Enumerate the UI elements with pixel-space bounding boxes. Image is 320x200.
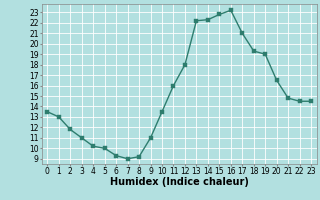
X-axis label: Humidex (Indice chaleur): Humidex (Indice chaleur)	[110, 177, 249, 187]
